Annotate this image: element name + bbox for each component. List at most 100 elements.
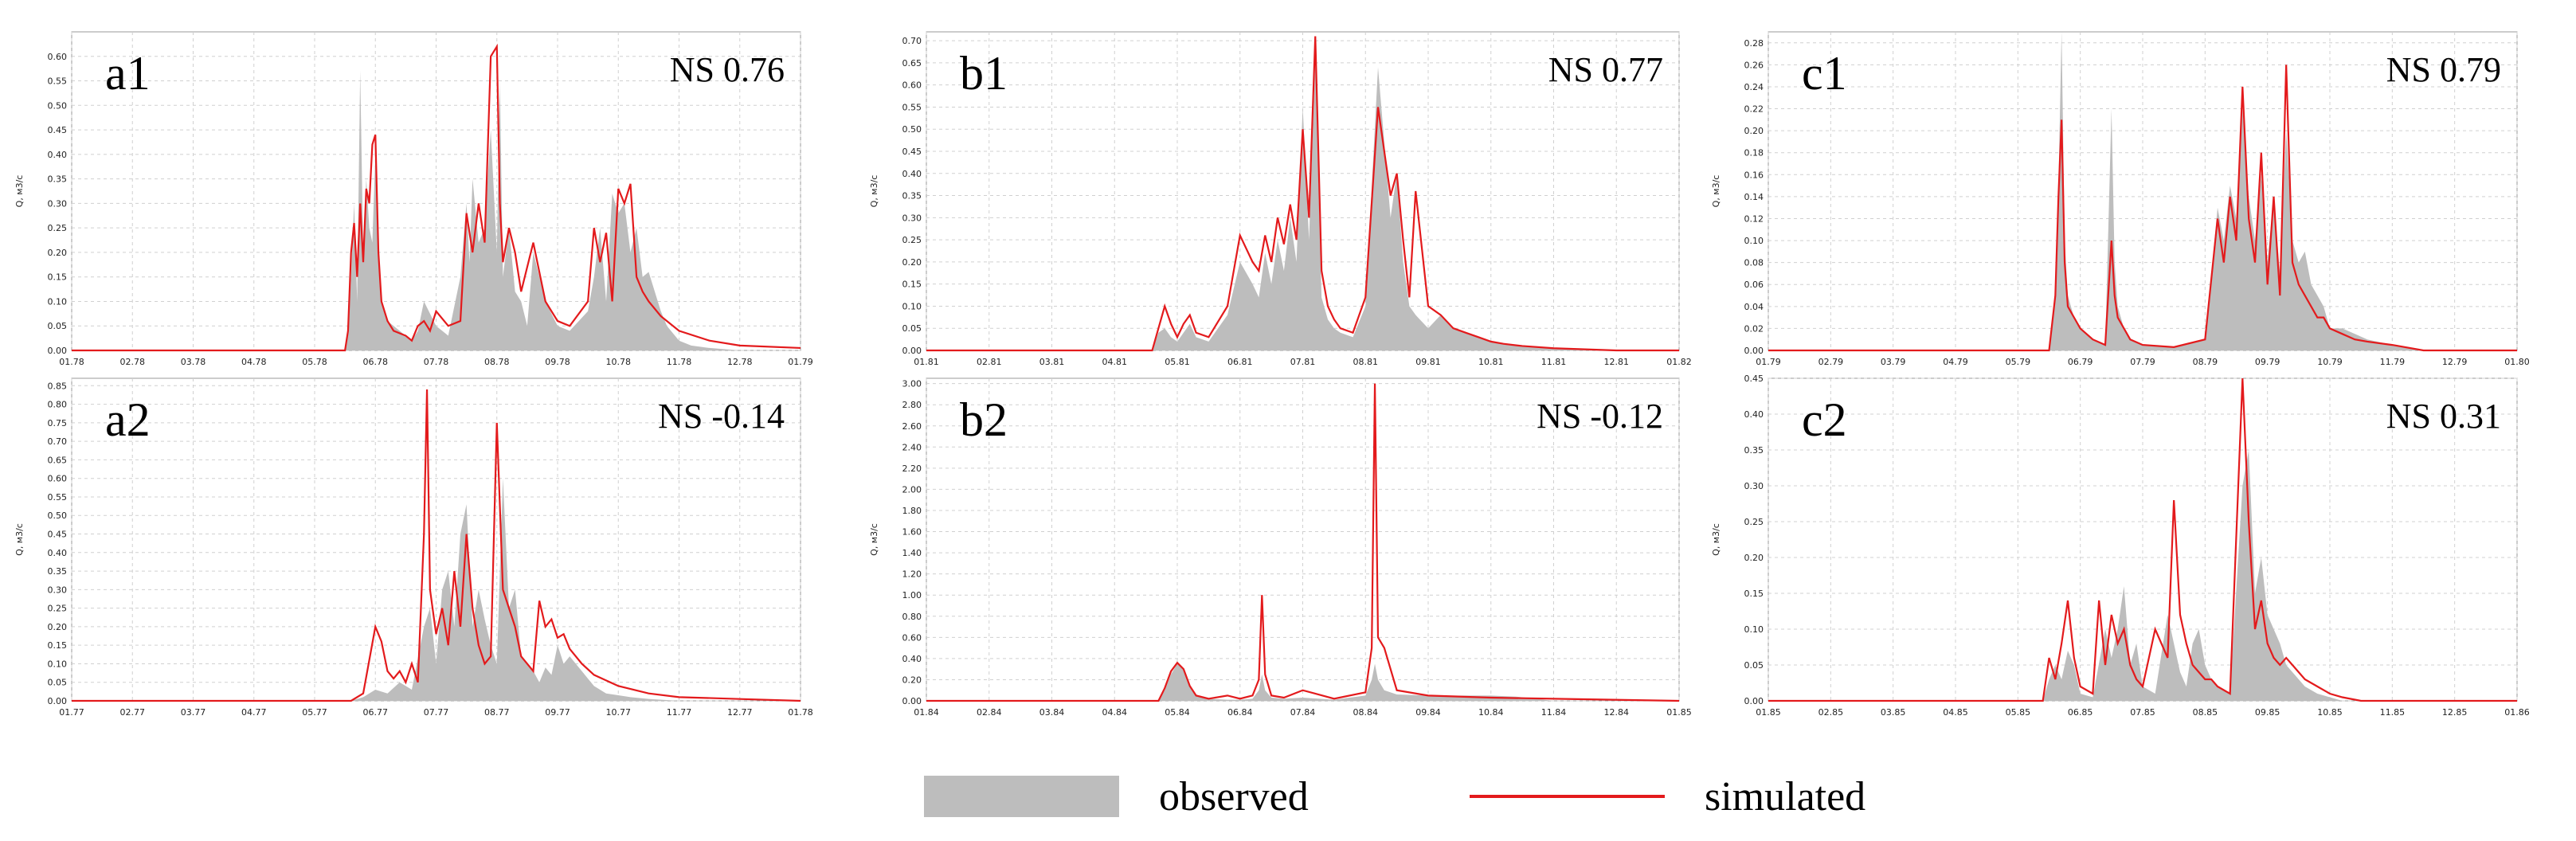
y-tick-label: 0.00 <box>48 346 68 356</box>
x-tick-label: 06.79 <box>2068 357 2093 367</box>
x-tick-label: 11.81 <box>1541 357 1567 367</box>
y-tick-label: 0.30 <box>48 198 68 209</box>
y-tick-label: 0.60 <box>48 474 68 484</box>
y-tick-label: 0.60 <box>48 52 68 62</box>
y-tick-label: 0.24 <box>1744 82 1764 92</box>
x-tick-label: 04.85 <box>1943 707 1968 718</box>
x-tick-label: 06.77 <box>363 707 389 718</box>
y-tick-label: 0.35 <box>48 174 68 185</box>
simulated-line-c1 <box>1768 65 2517 352</box>
x-tick-label: 09.81 <box>1415 357 1441 367</box>
panel-b2: 0.00 0.20 0.40 0.60 0.80 1.00 1.20 1.40 1.60 1.80… <box>869 377 1692 718</box>
x-tick-label: 01.79 <box>788 357 813 367</box>
x-tick-label: 12.78 <box>727 357 753 367</box>
x-tick-label: 11.77 <box>667 707 692 718</box>
x-tick-label: 05.79 <box>2006 357 2031 367</box>
x-tick-label: 07.79 <box>2130 357 2155 367</box>
x-tick-label: 09.77 <box>545 707 570 718</box>
legend-simulated-label: simulated <box>1705 773 1866 819</box>
y-tick-label: 0.14 <box>1744 192 1764 202</box>
y-tick-label: 0.45 <box>48 530 68 540</box>
y-tick-label: 2.80 <box>902 400 922 410</box>
y-tick-label: 0.22 <box>1744 104 1764 115</box>
y-axis-label: Q, м3/с <box>1711 523 1721 556</box>
y-tick-label: 0.40 <box>48 150 68 160</box>
hydrograph-grid: 0.00 0.05 0.10 0.15 0.20 0.25 0.30 0.35 0.40 0.45… <box>14 31 2530 718</box>
y-tick-label: 0.05 <box>48 678 68 688</box>
panel-a2: 0.00 0.05 0.10 0.15 0.20 0.25 0.30 0.35 0.40 0.45… <box>14 377 813 718</box>
y-tick-label: 1.80 <box>902 506 922 516</box>
y-tick-label: 0.35 <box>48 566 68 577</box>
x-tick-label: 01.80 <box>2504 357 2530 367</box>
y-tick-label: 0.80 <box>902 612 922 622</box>
x-tick-label: 08.84 <box>1353 707 1379 718</box>
y-tick-label: 1.20 <box>902 569 922 580</box>
y-tick-label: 0.05 <box>48 321 68 331</box>
x-tick-label: 06.78 <box>363 357 389 367</box>
x-tick-label: 06.81 <box>1227 357 1253 367</box>
simulated-line-b2 <box>926 383 1680 702</box>
x-tick-label: 04.84 <box>1102 707 1128 718</box>
panel-label: b1 <box>960 47 1008 100</box>
y-tick-label: 0.00 <box>902 696 922 706</box>
y-tick-label: 0.30 <box>48 585 68 595</box>
y-tick-label: 0.00 <box>1744 346 1764 356</box>
x-tick-label: 08.81 <box>1353 357 1379 367</box>
x-tick-label: 03.85 <box>1881 707 1906 718</box>
x-tick-label: 07.85 <box>2130 707 2155 718</box>
y-tick-label: 2.40 <box>902 442 922 452</box>
x-tick-label: 05.85 <box>2006 707 2031 718</box>
y-tick-label: 0.40 <box>902 654 922 664</box>
x-tick-label: 11.85 <box>2380 707 2406 718</box>
x-tick-label: 05.78 <box>302 357 327 367</box>
y-tick-label: 0.20 <box>48 248 68 258</box>
y-tick-label: 1.40 <box>902 548 922 558</box>
x-tick-label: 10.78 <box>606 357 632 367</box>
y-tick-label: 0.15 <box>1744 589 1764 599</box>
y-axis-label: Q, м3/с <box>14 175 25 208</box>
x-tick-label: 01.81 <box>914 357 939 367</box>
hydrograph-panels: 0.00 0.05 0.10 0.15 0.20 0.25 0.30 0.35 0.40 0.45… <box>14 31 2530 718</box>
y-tick-label: 0.40 <box>1744 409 1764 420</box>
y-tick-label: 0.20 <box>902 257 922 268</box>
ns-score: NS 0.79 <box>2386 50 2501 89</box>
x-tick-label: 09.78 <box>545 357 570 367</box>
x-tick-label: 03.77 <box>181 707 206 718</box>
x-tick-label: 02.85 <box>1818 707 1844 718</box>
y-tick-label: 0.35 <box>902 191 922 201</box>
simulated-line-a2 <box>72 389 801 702</box>
x-tick-label: 03.79 <box>1881 357 1906 367</box>
y-tick-label: 0.08 <box>1744 258 1764 268</box>
y-tick-label: 0.25 <box>48 604 68 614</box>
panel-b1: 0.00 0.05 0.10 0.15 0.20 0.25 0.30 0.35 0.40 0.45… <box>869 31 1692 367</box>
legend-simulated-line <box>1470 795 1665 798</box>
y-tick-label: 0.15 <box>48 640 68 651</box>
ns-score: NS 0.31 <box>2386 397 2501 436</box>
x-tick-label: 01.85 <box>1666 707 1692 718</box>
y-tick-label: 0.25 <box>48 223 68 233</box>
y-tick-label: 0.05 <box>902 323 922 334</box>
y-tick-label: 2.60 <box>902 421 922 432</box>
y-axis-label: Q, м3/с <box>869 175 879 208</box>
y-tick-label: 0.40 <box>902 169 922 179</box>
y-tick-label: 0.05 <box>1744 660 1764 671</box>
y-tick-label: 0.30 <box>1744 481 1764 491</box>
y-tick-label: 0.80 <box>48 400 68 410</box>
legend-simulated: simulated <box>1470 773 1865 820</box>
x-tick-label: 03.81 <box>1039 357 1065 367</box>
x-tick-label: 01.82 <box>1666 357 1692 367</box>
y-tick-label: 0.28 <box>1744 38 1764 49</box>
y-tick-label: 0.60 <box>902 80 922 91</box>
x-tick-label: 07.77 <box>424 707 449 718</box>
x-tick-label: 01.84 <box>914 707 939 718</box>
ns-score: NS 0.77 <box>1548 50 1663 89</box>
y-tick-label: 0.30 <box>902 213 922 223</box>
x-tick-label: 10.79 <box>2317 357 2343 367</box>
y-tick-label: 0.65 <box>48 455 68 465</box>
legend-observed: observed <box>924 773 1309 820</box>
x-tick-label: 09.85 <box>2255 707 2280 718</box>
y-tick-label: 1.00 <box>902 590 922 600</box>
x-tick-label: 02.77 <box>120 707 146 718</box>
y-tick-label: 0.25 <box>902 235 922 245</box>
y-tick-label: 0.45 <box>1744 374 1764 384</box>
